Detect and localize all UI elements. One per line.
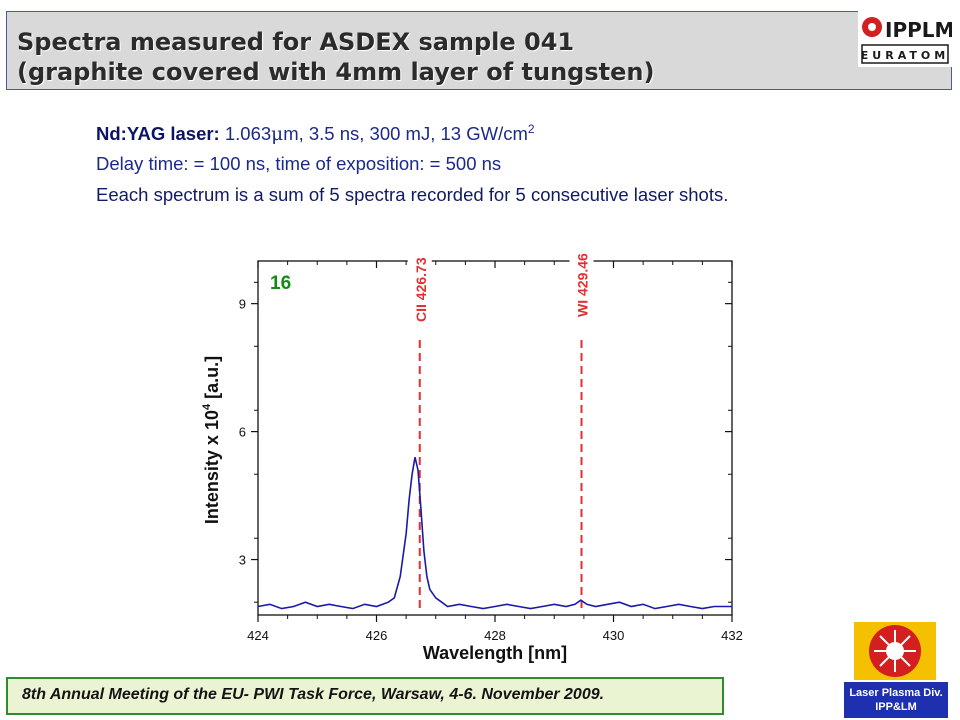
x-tick-label: 430 (603, 628, 625, 643)
footer-text: 8th Annual Meeting of the EU- PWI Task F… (22, 686, 605, 703)
marker-label-bg (569, 227, 594, 321)
laser-exp: 2 (527, 122, 535, 136)
page-subtitle: (graphite covered with 4mm layer of tung… (17, 58, 655, 86)
y-axis-label-post: [a.u.] (202, 356, 222, 404)
y-tick-label: 9 (239, 297, 246, 312)
footer-banner: 8th Annual Meeting of the EU- PWI Task F… (6, 677, 724, 715)
sunburst-icon (869, 625, 921, 677)
spectrum-series-line (257, 457, 732, 610)
x-tick-label: 432 (721, 628, 743, 643)
y-axis-label: Intensity x 104 [a.u.] (201, 356, 222, 524)
marker-label: WI 429.46 (575, 253, 591, 317)
laser-params-pre: 1.063 (224, 123, 272, 145)
x-tick-label: 424 (247, 628, 269, 643)
laser-info: Nd:YAG laser: 1.063μm, 3.5 ns, 300 mJ, 1… (96, 122, 535, 145)
laser-plasma-logo: Laser Plasma Div. IPP&LM (844, 622, 948, 718)
logo-caption-line2: IPP&LM (875, 701, 917, 713)
logo-caption-line1: Laser Plasma Div. (849, 687, 943, 699)
spectrum-chart: 424 426 428 430 432 369 CII 426.73 WI 429.46 … (201, 227, 743, 663)
sunburst-icon (862, 17, 882, 37)
marker-label: CII 426.73 (413, 257, 429, 322)
y-tick-label: 6 (239, 425, 246, 440)
logo-backdrop (854, 622, 936, 680)
x-tick-label: 426 (366, 628, 388, 643)
panel-label: 16 (270, 273, 291, 294)
laser-params-post: m, 3.5 ns, 300 mJ, 13 GW/cm (283, 123, 528, 145)
logo-text-top: IPPLM (885, 18, 952, 42)
laser-label: Nd:YAG laser: (96, 123, 220, 145)
delay-info: Delay time: = 100 ns, time of exposition… (96, 153, 502, 174)
x-axis-label: Wavelength [nm] (423, 643, 567, 663)
sum-note: Eeach spectrum is a sum of 5 spectra rec… (96, 184, 729, 205)
page-title: Spectra measured for ASDEX sample 041 (17, 28, 575, 56)
y-axis-label-exp: 4 (201, 403, 213, 410)
plot-frame (257, 260, 733, 616)
logo-caption: Laser Plasma Div. IPP&LM (844, 682, 948, 718)
logo-text-bottom: EURATOM (861, 49, 949, 62)
marker-label-bg (407, 227, 432, 326)
x-tick-label: 428 (484, 628, 506, 643)
ipplm-logo: IPPLM EURATOM (858, 11, 954, 67)
title-banner: Spectra measured for ASDEX sample 041 (g… (6, 11, 952, 90)
y-tick-label: 3 (239, 553, 246, 568)
laser-mu: μ (271, 124, 284, 146)
y-axis-label-pre: Intensity x 10 (202, 410, 222, 524)
